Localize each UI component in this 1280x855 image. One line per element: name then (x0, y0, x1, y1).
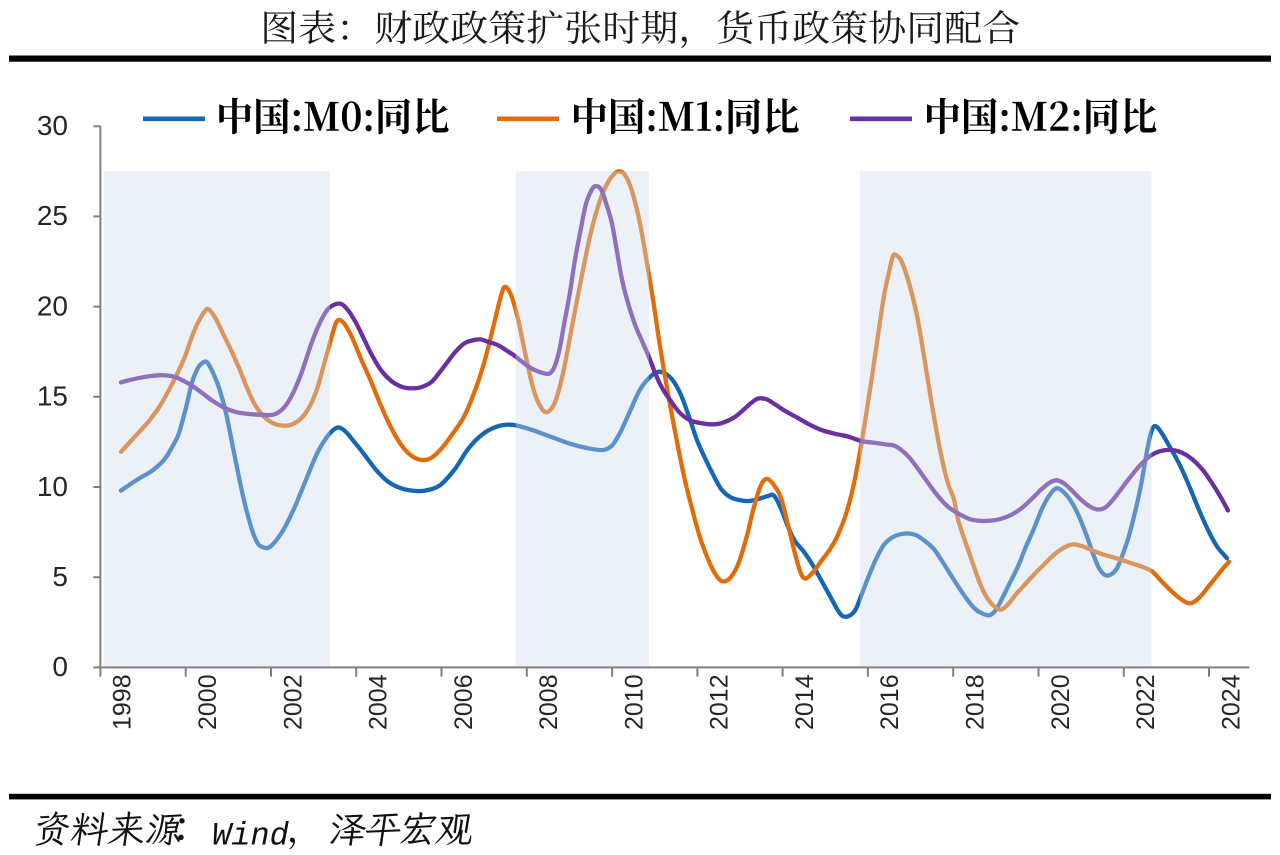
svg-text:15: 15 (37, 381, 68, 412)
svg-text:30: 30 (37, 110, 68, 141)
svg-text:2016: 2016 (876, 674, 904, 730)
svg-text:2024: 2024 (1217, 674, 1245, 730)
svg-text:2014: 2014 (791, 674, 819, 730)
svg-text:2000: 2000 (194, 674, 222, 730)
svg-text:2020: 2020 (1047, 674, 1075, 730)
svg-text:2006: 2006 (450, 674, 478, 730)
svg-text:20: 20 (37, 290, 68, 321)
svg-text:2022: 2022 (1132, 674, 1160, 730)
svg-text:10: 10 (37, 471, 68, 502)
svg-text:5: 5 (52, 561, 68, 592)
svg-text:2004: 2004 (365, 674, 393, 730)
svg-text:0: 0 (52, 651, 68, 682)
svg-text:25: 25 (37, 200, 68, 231)
svg-text:2002: 2002 (279, 674, 307, 730)
svg-text:2012: 2012 (706, 674, 734, 730)
svg-text:2018: 2018 (962, 674, 990, 730)
svg-text:1998: 1998 (109, 674, 137, 730)
svg-text:2010: 2010 (620, 674, 648, 730)
svg-text:Wind: Wind (212, 818, 290, 855)
svg-text:2008: 2008 (535, 674, 563, 730)
